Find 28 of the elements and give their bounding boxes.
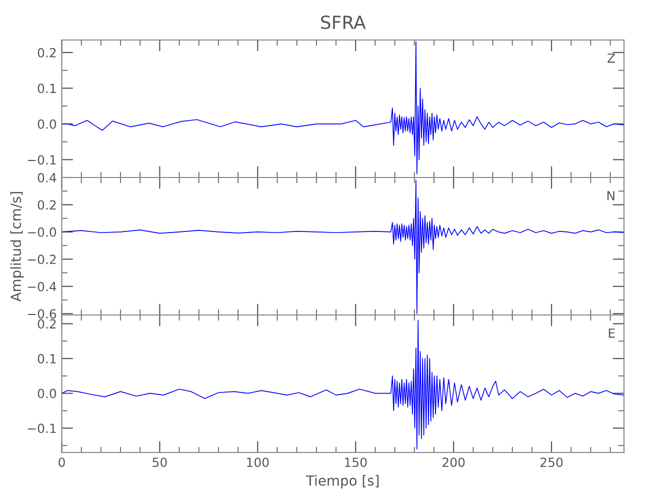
x-tick-label: 0: [58, 458, 65, 468]
annotation: Z: [608, 54, 616, 63]
y-tick-label: 0.4: [38, 172, 56, 182]
y-tick-label: −0.2: [28, 254, 56, 264]
annotation: E: [608, 328, 615, 338]
y-tick-label: 0.2: [38, 200, 56, 210]
y-tick-label: −0.1: [28, 424, 56, 434]
y-tick-label: 0.1: [38, 354, 56, 364]
chart-title: SFRA: [321, 15, 366, 30]
x-tick-label: 50: [152, 458, 167, 468]
y-tick-label: −0.1: [28, 155, 56, 165]
y-tick-label: 0.0: [38, 119, 56, 129]
x-axis-title: Tiempo [s]: [306, 475, 379, 488]
y-tick-label: 0.2: [38, 48, 56, 58]
y-tick-label: −0.4: [28, 282, 56, 292]
x-tick-label: 200: [442, 458, 465, 468]
line-series: [62, 320, 624, 450]
line-series: [62, 41, 624, 174]
y-axis-title: Amplitud [cm/s]: [10, 192, 24, 302]
x-tick-label: 100: [247, 458, 269, 468]
annotation: N: [607, 191, 614, 200]
y-tick-label: −0.0: [28, 227, 56, 237]
y-tick-label: 0.2: [38, 319, 56, 329]
y-tick-label: 0.1: [38, 84, 56, 94]
x-tick-label: 150: [345, 458, 367, 468]
y-tick-label: −0.6: [28, 309, 56, 319]
y-tick-label: 0.0: [38, 388, 56, 398]
x-tick-label: 250: [540, 458, 563, 468]
